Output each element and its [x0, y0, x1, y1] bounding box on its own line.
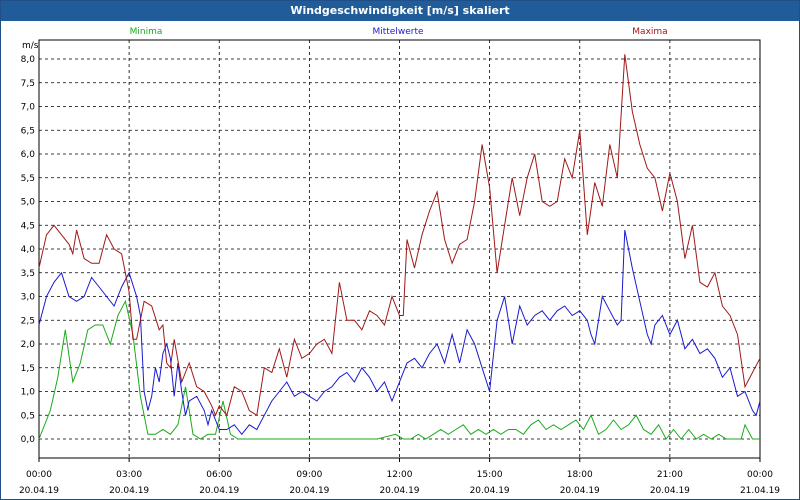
y-tick-label: 7,5 [21, 79, 35, 89]
y-tick-label: 1,0 [21, 388, 36, 398]
y-tick-label: 7,0 [21, 103, 36, 113]
x-tick-time: 09:00 [296, 470, 322, 480]
x-tick-date: 20.04.19 [379, 486, 419, 496]
y-tick-label: 5,5 [21, 174, 35, 184]
series-line-mittelwerte [38, 229, 761, 436]
y-tick-label: 6,5 [21, 126, 35, 136]
legend-maxima: Maxima [632, 27, 667, 37]
legend-mittelwerte: Mittelwerte [372, 27, 423, 37]
x-tick-date: 20.04.19 [289, 486, 329, 496]
legend-minima: Minima [130, 27, 163, 37]
x-tick-time: 15:00 [477, 470, 503, 480]
series-line-maxima [38, 54, 761, 417]
y-tick-label: 0,0 [21, 435, 36, 445]
y-tick-label: 0,5 [21, 411, 35, 421]
y-axis-unit: m/s [22, 41, 39, 51]
y-tick-label: 3,5 [21, 269, 35, 279]
y-tick-label: 4,0 [21, 245, 36, 255]
y-tick-label: 8,0 [21, 55, 36, 65]
x-tick-time: 21:00 [657, 470, 683, 480]
x-tick-time: 06:00 [206, 470, 232, 480]
y-tick-label: 4,5 [21, 221, 35, 231]
x-tick-date: 20.04.19 [199, 486, 239, 496]
y-tick-label: 5,0 [21, 198, 36, 208]
x-tick-date: 20.04.19 [560, 486, 600, 496]
x-tick-date: 21.04.19 [740, 486, 780, 496]
x-tick-time: 03:00 [116, 470, 142, 480]
x-tick-time: 00:00 [26, 470, 52, 480]
y-tick-label: 2,5 [21, 316, 35, 326]
window-title: Windgeschwindigkeit [m/s] skaliert [1, 1, 799, 21]
series-line-minima [38, 299, 760, 440]
x-tick-date: 20.04.19 [650, 486, 690, 496]
x-tick-time: 18:00 [567, 470, 593, 480]
x-tick-time: 00:00 [747, 470, 773, 480]
y-tick-label: 6,0 [21, 150, 36, 160]
x-tick-date: 20.04.19 [19, 486, 59, 496]
x-tick-date: 20.04.19 [470, 486, 510, 496]
y-tick-label: 1,5 [21, 364, 35, 374]
y-tick-label: 2,0 [21, 340, 36, 350]
x-tick-time: 12:00 [387, 470, 413, 480]
y-tick-label: 3,0 [21, 293, 36, 303]
x-tick-date: 20.04.19 [109, 486, 149, 496]
